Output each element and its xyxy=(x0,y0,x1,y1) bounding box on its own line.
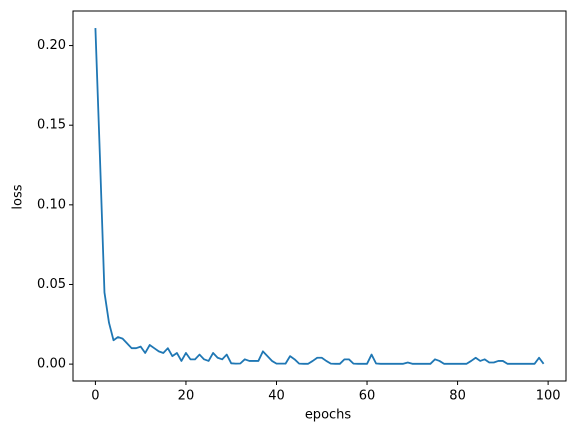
y-tick-label: 0.05 xyxy=(37,277,66,292)
x-tick-label: 20 xyxy=(178,389,195,404)
x-axis-label: epochs xyxy=(305,408,352,423)
data-line xyxy=(94,28,545,365)
y-tick-label: 0.00 xyxy=(37,357,66,372)
x-tick-label: 0 xyxy=(91,389,99,404)
y-tick-label: 0.15 xyxy=(37,118,66,133)
x-tick-label: 40 xyxy=(268,389,285,404)
x-tick-label: 60 xyxy=(359,389,376,404)
y-axis-label: loss xyxy=(11,184,26,209)
y-tick-label: 0.20 xyxy=(37,38,66,53)
x-tick-label: 80 xyxy=(449,389,466,404)
y-tick-label: 0.10 xyxy=(37,197,66,212)
x-tick-label: 100 xyxy=(536,389,561,404)
plot-frame xyxy=(72,10,567,382)
